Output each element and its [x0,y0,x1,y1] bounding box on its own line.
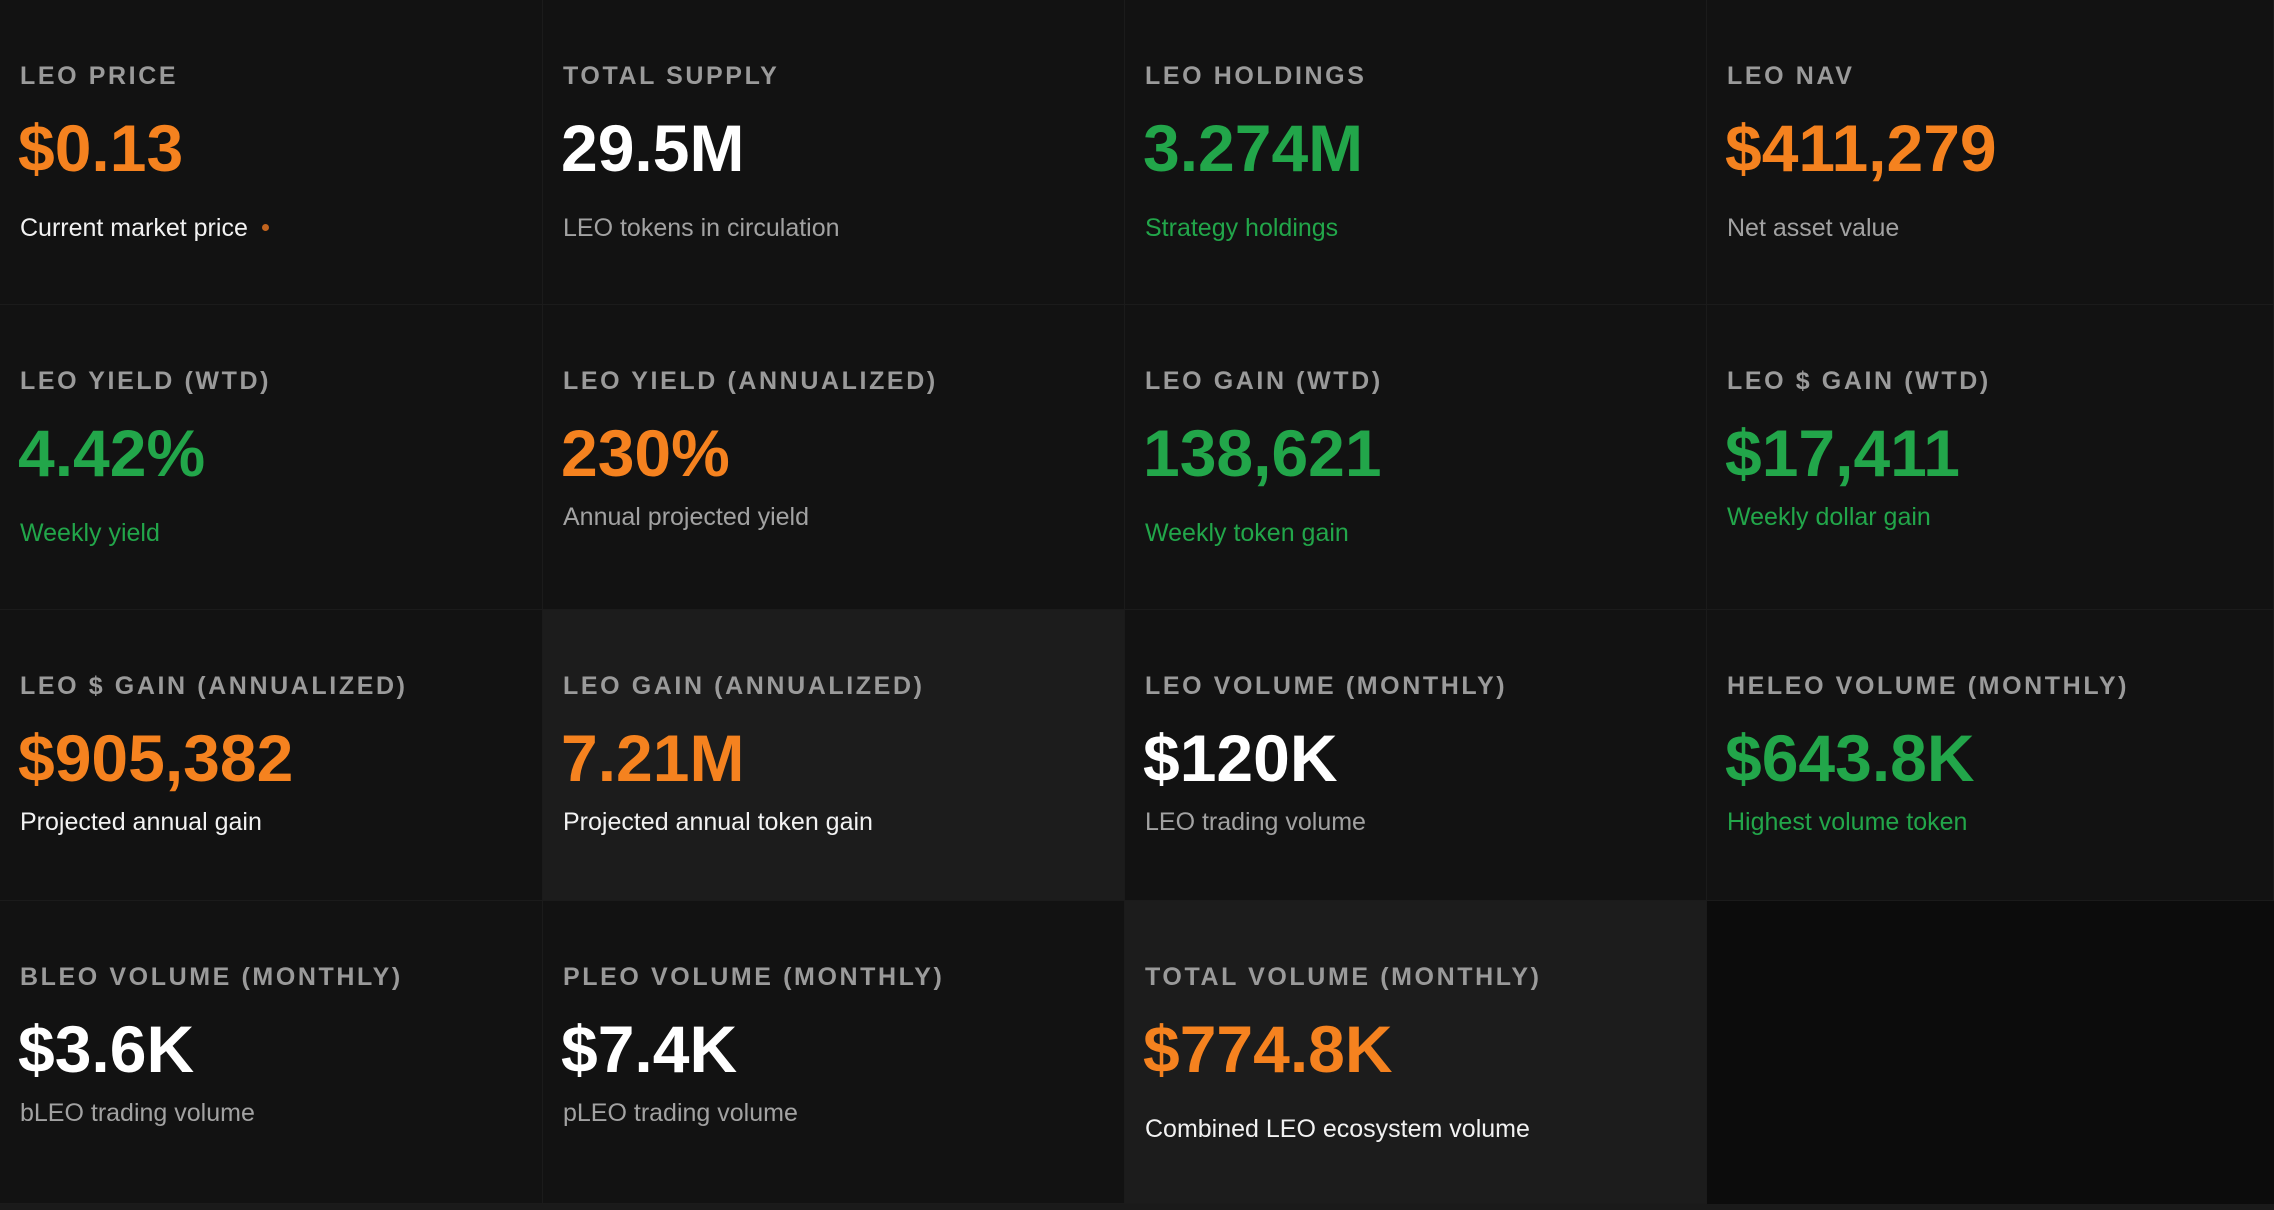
card-value: $120K [1143,721,1338,795]
card-leo-gain-wtd: LEO GAIN (WTD) 138,621 Weekly token gain [1125,305,1707,610]
card-value: 138,621 [1143,416,1382,490]
card-subtitle: Highest volume token [1727,808,1968,836]
card-leo-gain-annualized[interactable]: LEO GAIN (ANNUALIZED) 7.21M Projected an… [543,610,1125,901]
card-label: LEO YIELD (WTD) [20,367,272,395]
card-label: LEO VOLUME (MONTHLY) [1145,672,1508,700]
card-subtitle: bLEO trading volume [20,1099,255,1127]
card-subtitle: Weekly dollar gain [1727,503,1931,531]
card-pleo-volume-monthly: PLEO VOLUME (MONTHLY) $7.4K pLEO trading… [543,901,1125,1204]
card-bleo-volume-monthly: BLEO VOLUME (MONTHLY) $3.6K bLEO trading… [0,901,543,1204]
card-label: LEO PRICE [20,62,179,90]
card-value: 230% [561,416,730,490]
card-subtitle: LEO trading volume [1145,808,1366,836]
card-value: $643.8K [1725,721,1975,795]
bottom-divider [0,1204,2274,1210]
card-value: $774.8K [1143,1012,1393,1086]
card-label: HELEO VOLUME (MONTHLY) [1727,672,2130,700]
card-label: LEO GAIN (ANNUALIZED) [563,672,925,700]
card-total-volume-monthly[interactable]: TOTAL VOLUME (MONTHLY) $774.8K Combined … [1125,901,1707,1204]
card-subtitle: LEO tokens in circulation [563,214,840,242]
card-value: 7.21M [561,721,745,795]
card-label: LEO YIELD (ANNUALIZED) [563,367,938,395]
card-subtitle: Net asset value [1727,214,1900,242]
card-label: TOTAL VOLUME (MONTHLY) [1145,963,1542,991]
card-total-supply: TOTAL SUPPLY 29.5M LEO tokens in circula… [543,0,1125,305]
card-label: LEO $ GAIN (ANNUALIZED) [20,672,408,700]
card-label: LEO NAV [1727,62,1855,90]
card-value: $7.4K [561,1012,738,1086]
card-subtitle: pLEO trading volume [563,1099,798,1127]
card-value: 29.5M [561,111,745,185]
card-subtitle: Strategy holdings [1145,214,1339,242]
card-subtitle: Weekly yield [20,519,160,547]
card-leo-price: LEO PRICE $0.13 Current market price [0,0,543,305]
card-leo-yield-annualized: LEO YIELD (ANNUALIZED) 230% Annual proje… [543,305,1125,610]
card-subtitle: Weekly token gain [1145,519,1349,547]
card-label: LEO $ GAIN (WTD) [1727,367,1991,395]
card-value: 4.42% [18,416,206,490]
card-subtitle: Combined LEO ecosystem volume [1145,1115,1530,1143]
card-label: LEO GAIN (WTD) [1145,367,1383,395]
card-leo-holdings: LEO HOLDINGS 3.274M Strategy holdings [1125,0,1707,305]
card-leo-nav: LEO NAV $411,279 Net asset value [1707,0,2274,305]
card-leo-volume-monthly: LEO VOLUME (MONTHLY) $120K LEO trading v… [1125,610,1707,901]
card-label: BLEO VOLUME (MONTHLY) [20,963,403,991]
card-label: PLEO VOLUME (MONTHLY) [563,963,945,991]
empty-card-slot [1707,901,2274,1204]
card-label: LEO HOLDINGS [1145,62,1367,90]
card-leo-yield-wtd: LEO YIELD (WTD) 4.42% Weekly yield [0,305,543,610]
card-subtitle: Annual projected yield [563,503,809,531]
card-value: $3.6K [18,1012,195,1086]
live-indicator-dot [261,223,269,231]
card-subtitle: Projected annual token gain [563,808,873,836]
card-subtitle-text: Current market price [20,214,248,242]
card-value: $411,279 [1725,111,1997,185]
card-leo-dollar-gain-annualized: LEO $ GAIN (ANNUALIZED) $905,382 Project… [0,610,543,901]
card-value: $17,411 [1725,416,1960,490]
card-label: TOTAL SUPPLY [563,62,780,90]
card-value: $905,382 [18,721,294,795]
card-subtitle: Current market price [20,214,269,243]
card-leo-dollar-gain-wtd: LEO $ GAIN (WTD) $17,411 Weekly dollar g… [1707,305,2274,610]
card-subtitle: Projected annual gain [20,808,262,836]
card-value: $0.13 [18,111,184,185]
card-heleo-volume-monthly: HELEO VOLUME (MONTHLY) $643.8K Highest v… [1707,610,2274,901]
card-value: 3.274M [1143,111,1364,185]
